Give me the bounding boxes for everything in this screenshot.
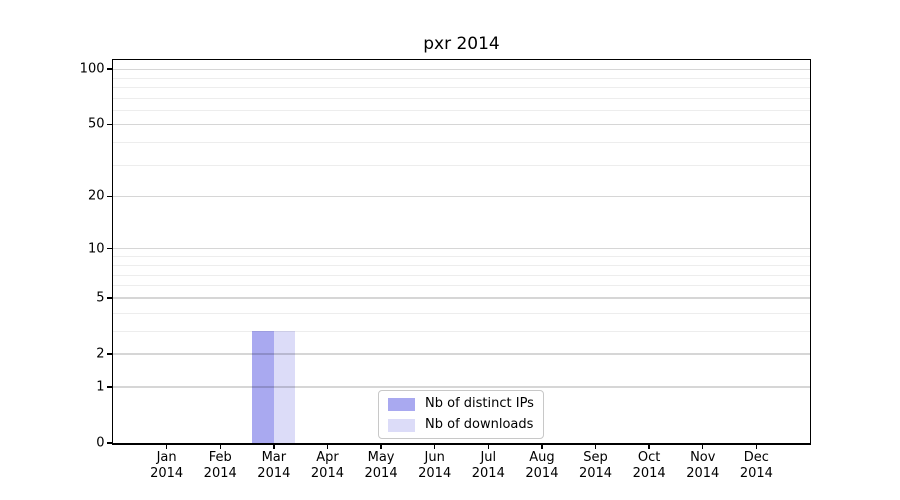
- x-tick-label-may: May 2014: [349, 450, 413, 482]
- legend: Nb of distinct IPs Nb of downloads: [378, 390, 544, 439]
- x-tick-label-jan: Jan 2014: [135, 450, 199, 482]
- y-tick-mark: [107, 297, 112, 299]
- x-tick-mark: [165, 444, 168, 449]
- x-tick-label-nov: Nov 2014: [671, 450, 735, 482]
- x-tick-year: 2014: [739, 466, 773, 481]
- y-tick-mark: [107, 353, 112, 355]
- legend-item-nb-of-distinct-ips: Nb of distinct IPs: [388, 397, 534, 411]
- y-tick-label: 0: [96, 435, 105, 451]
- legend-swatch-nb-of-distinct-ips: [388, 397, 415, 411]
- y-tick-mark: [107, 442, 112, 444]
- plot-area: [113, 60, 810, 443]
- y-tick-label: 10: [87, 241, 105, 257]
- x-tick-year: 2014: [471, 466, 505, 481]
- gridline-minor: [113, 312, 810, 314]
- x-tick-mark: [487, 444, 489, 449]
- x-tick-mark: [326, 444, 329, 449]
- x-tick-year: 2014: [150, 466, 184, 481]
- y-tick-label: 20: [87, 188, 105, 204]
- y-tick-label: 5: [96, 290, 105, 306]
- x-tick-mark: [648, 444, 650, 449]
- x-tick-month: Apr: [316, 450, 339, 465]
- gridline-major: [113, 68, 810, 70]
- gridline-minor: [113, 109, 810, 111]
- grid-layer: [113, 60, 810, 443]
- x-tick-year: 2014: [418, 466, 452, 481]
- gridline-major: [113, 353, 810, 355]
- gridline-minor: [113, 330, 810, 332]
- y-tick-mark: [107, 248, 112, 250]
- gridline-minor: [113, 285, 810, 287]
- x-tick-mark: [380, 444, 382, 449]
- x-tick-mark: [702, 444, 704, 449]
- legend-label: Nb of downloads: [425, 417, 534, 432]
- y-tick-mark: [107, 123, 112, 126]
- x-tick-year: 2014: [632, 466, 666, 481]
- gridline-major: [113, 195, 810, 198]
- x-tick-label-mar: Mar 2014: [242, 450, 306, 482]
- x-tick-month: Dec: [743, 450, 769, 465]
- legend-item-nb-of-downloads: Nb of downloads: [388, 418, 534, 432]
- x-tick-month: Nov: [690, 450, 716, 465]
- spine-right: [810, 58, 812, 445]
- x-tick-label-feb: Feb 2014: [188, 450, 252, 482]
- gridline-major: [113, 248, 810, 250]
- x-tick-year: 2014: [257, 466, 291, 481]
- gridline-minor: [113, 97, 810, 99]
- x-tick-mark: [541, 444, 543, 449]
- x-tick-month: Feb: [208, 450, 232, 465]
- x-tick-year: 2014: [525, 466, 559, 481]
- x-tick-month: Jul: [480, 450, 497, 465]
- x-tick-label-aug: Aug 2014: [510, 450, 574, 482]
- y-tick-label: 50: [87, 116, 105, 132]
- bar-nb-of-downloads: [273, 330, 296, 443]
- gridline-minor: [113, 142, 810, 144]
- gridline-minor: [113, 86, 810, 88]
- gridline-major: [113, 386, 810, 388]
- y-tick-label: 2: [96, 346, 105, 362]
- spine-bottom: [111, 443, 812, 445]
- x-tick-label-sep: Sep 2014: [564, 450, 628, 482]
- x-tick-mark: [755, 444, 758, 449]
- x-tick-label-dec: Dec 2014: [724, 450, 788, 482]
- y-tick-mark: [107, 68, 112, 70]
- x-tick-year: 2014: [686, 466, 720, 481]
- x-tick-month: Jan: [156, 450, 177, 465]
- gridline-major: [113, 123, 810, 126]
- x-tick-label-apr: Apr 2014: [295, 450, 359, 482]
- x-tick-label-jul: Jul 2014: [456, 450, 520, 482]
- y-tick-mark: [107, 386, 112, 388]
- x-tick-year: 2014: [310, 466, 344, 481]
- x-tick-label-oct: Oct 2014: [617, 450, 681, 482]
- x-tick-year: 2014: [203, 466, 237, 481]
- x-tick-month: Mar: [261, 450, 287, 465]
- x-tick-year: 2014: [578, 466, 613, 481]
- y-tick-label: 100: [79, 61, 105, 77]
- gridline-minor: [113, 256, 810, 258]
- gridline-major: [113, 297, 810, 299]
- gridline-minor: [113, 77, 810, 79]
- x-tick-year: 2014: [364, 466, 398, 481]
- x-tick-mark: [594, 444, 597, 449]
- x-tick-month: Sep: [583, 450, 608, 465]
- gridline-minor: [113, 264, 810, 266]
- y-tick-label: 1: [96, 379, 105, 395]
- bar-nb-of-distinct-ips: [252, 330, 274, 443]
- legend-swatch-nb-of-downloads: [388, 418, 415, 432]
- x-tick-month: Jun: [424, 450, 445, 465]
- x-tick-mark: [433, 444, 436, 449]
- x-tick-label-jun: Jun 2014: [403, 450, 467, 482]
- gridline-minor: [113, 164, 810, 166]
- gridline-minor: [113, 274, 810, 276]
- x-tick-mark: [273, 444, 275, 449]
- y-tick-mark: [107, 195, 112, 198]
- x-tick-month: Oct: [637, 450, 661, 465]
- legend-label: Nb of distinct IPs: [425, 396, 534, 411]
- x-tick-mark: [219, 444, 221, 449]
- x-tick-month: Aug: [529, 450, 555, 465]
- x-tick-month: May: [367, 450, 395, 465]
- chart-title: pxr 2014: [423, 34, 500, 54]
- bars-layer: [113, 60, 810, 443]
